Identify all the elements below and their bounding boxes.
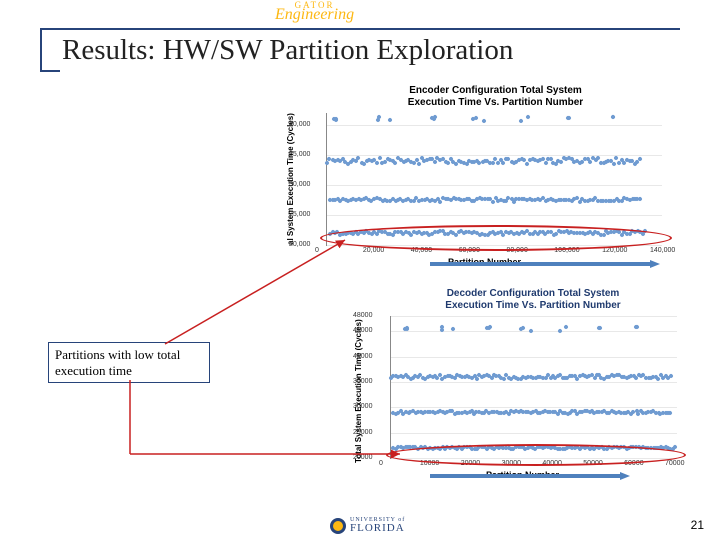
- arrow-shaft: [430, 474, 620, 478]
- xtick-label: 60,000: [459, 247, 480, 254]
- data-point: [482, 118, 488, 124]
- ytick-label: 35000: [353, 378, 387, 385]
- data-point: [528, 328, 534, 334]
- callout-text: Partitions with low total execution time: [55, 347, 180, 378]
- gridline: [391, 433, 677, 434]
- title-corner-accent: [40, 28, 60, 72]
- title-block: Results: HW/SW Partition Exploration: [40, 28, 680, 78]
- xtick-label: 50000: [583, 460, 602, 467]
- xtick-label: 20000: [461, 460, 480, 467]
- decoder-chart: Decoder Configuration Total System Execu…: [346, 288, 686, 488]
- slide-title: Results: HW/SW Partition Exploration: [62, 34, 513, 67]
- xtick-label: 10000: [420, 460, 439, 467]
- data-point: [564, 324, 570, 330]
- xtick-label: 100,000: [554, 247, 579, 254]
- decoder-chart-title: Decoder Configuration Total System Execu…: [386, 288, 680, 312]
- xtick-label: 60000: [624, 460, 643, 467]
- encoder-chart-title: Encoder Configuration Total System Execu…: [328, 85, 663, 109]
- xtick-label: 0: [315, 247, 319, 254]
- xtick-label: 0: [379, 460, 383, 467]
- ytick-label: 35,000: [289, 151, 323, 158]
- gridline: [391, 458, 677, 459]
- uf-footer-logo: UNIVERSITY of FLORIDA: [330, 517, 405, 534]
- encoder-ylabel: al System Execution Time (Cycles): [286, 113, 295, 245]
- data-point: [440, 324, 446, 330]
- gator-engineering-logo: GATOR Engineering: [275, 0, 354, 24]
- data-point: [668, 411, 674, 417]
- gridline: [391, 357, 677, 358]
- xtick-label: 140,000: [650, 247, 675, 254]
- data-point: [333, 117, 339, 123]
- ytick-label: 40,000: [289, 121, 323, 128]
- gridline: [391, 331, 677, 332]
- ytick-label: 25000: [353, 429, 387, 436]
- xtick-label: 30000: [502, 460, 521, 467]
- ytick-label: 30000: [353, 403, 387, 410]
- gridline: [391, 382, 677, 383]
- gridline: [327, 185, 662, 186]
- encoder-plot-area: 20,00025,00030,00035,00040,000020,00040,…: [326, 113, 662, 246]
- ytick-label: 45000: [353, 327, 387, 334]
- ytick-label: 48000: [353, 312, 387, 319]
- uf-seal-icon: [330, 518, 346, 534]
- data-point: [393, 160, 399, 166]
- xtick-label: 80,000: [506, 247, 527, 254]
- xtick-label: 20,000: [363, 247, 384, 254]
- ytick-label: 25,000: [289, 211, 323, 218]
- gridline: [391, 316, 677, 317]
- xtick-label: 70000: [665, 460, 684, 467]
- data-point: [387, 117, 393, 123]
- xtick-label: 40,000: [411, 247, 432, 254]
- decoder-arrow-icon: [430, 472, 630, 480]
- xtick-label: 120,000: [602, 247, 627, 254]
- logo-big-text: Engineering: [275, 6, 354, 23]
- encoder-arrow-icon: [430, 260, 660, 268]
- header: GATOR Engineering: [0, 0, 720, 22]
- xtick-label: 40000: [542, 460, 561, 467]
- data-point: [518, 118, 524, 124]
- encoder-chart: Encoder Configuration Total System Execu…: [278, 85, 673, 275]
- data-point: [611, 114, 617, 120]
- ytick-label: 30,000: [289, 181, 323, 188]
- slide-root: GATOR Engineering Results: HW/SW Partiti…: [0, 0, 720, 540]
- data-point: [557, 328, 563, 334]
- decoder-plot-area: 2000025000300003500040000450004800001000…: [390, 316, 677, 459]
- arrow-head: [650, 260, 660, 268]
- data-point: [637, 196, 643, 202]
- gridline: [327, 245, 662, 246]
- arrow-shaft: [430, 262, 650, 266]
- data-point: [376, 114, 382, 120]
- uf-big: FLORIDA: [350, 523, 405, 534]
- arrow-head: [620, 472, 630, 480]
- data-point: [673, 444, 679, 450]
- gridline: [327, 215, 662, 216]
- page-number: 21: [691, 518, 704, 532]
- data-point: [525, 114, 531, 120]
- decoder-ylabel: Total System Execution Time (Cycles): [354, 319, 363, 463]
- gridline: [391, 407, 677, 408]
- callout-box: Partitions with low total execution time: [48, 342, 210, 383]
- gridline: [327, 125, 662, 126]
- uf-text: UNIVERSITY of FLORIDA: [350, 517, 405, 534]
- ytick-label: 40000: [353, 353, 387, 360]
